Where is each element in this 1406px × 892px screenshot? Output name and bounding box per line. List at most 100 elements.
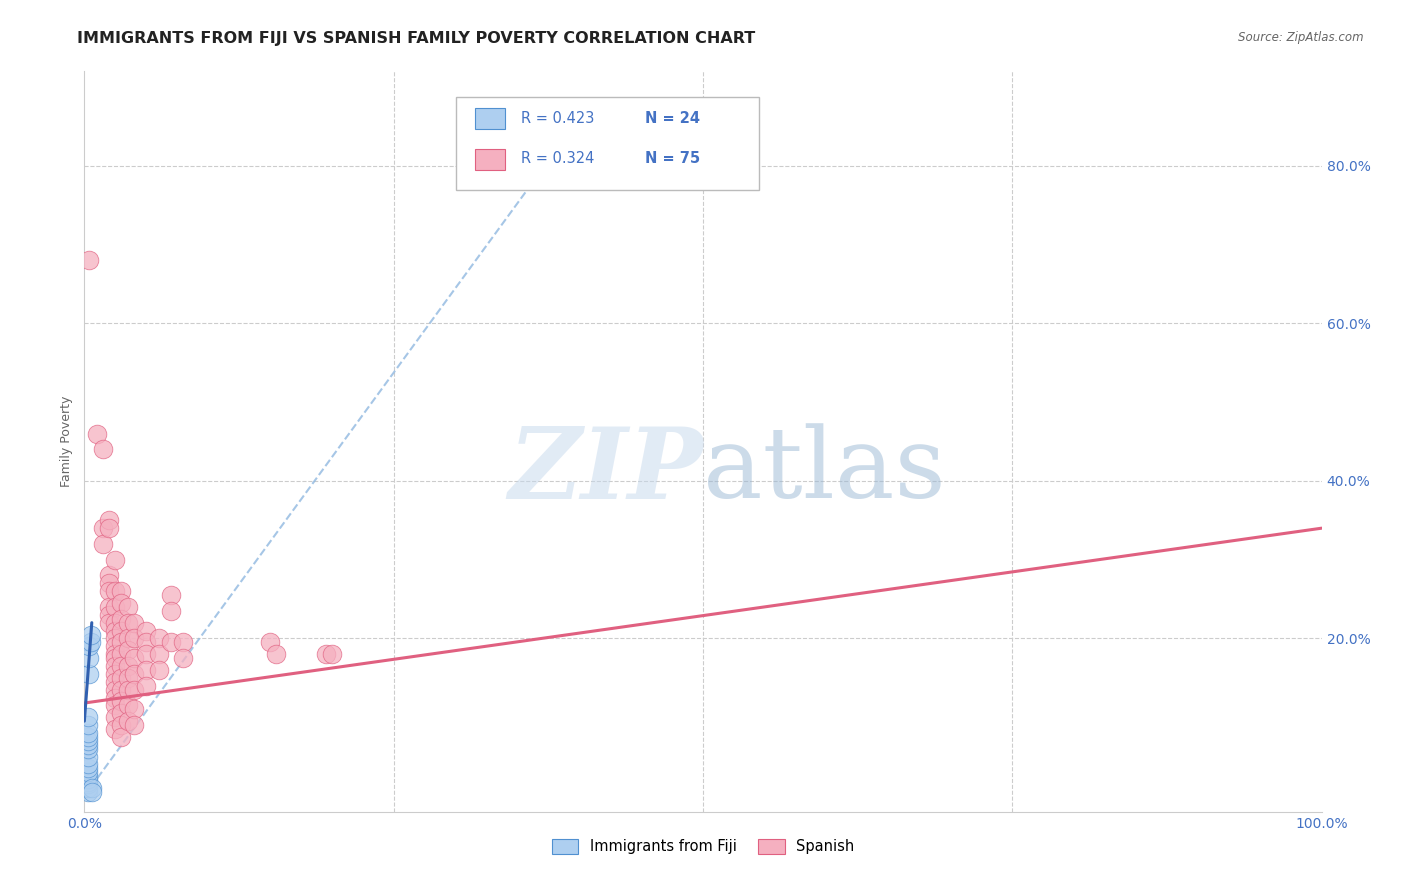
Point bbox=[110, 612, 132, 626]
Point bbox=[117, 659, 139, 673]
Point bbox=[77, 774, 100, 789]
Point bbox=[122, 651, 145, 665]
Point bbox=[77, 761, 100, 775]
Point bbox=[77, 718, 100, 732]
Point bbox=[104, 690, 127, 705]
Point bbox=[98, 584, 121, 599]
Point bbox=[172, 635, 194, 649]
Point bbox=[104, 552, 127, 566]
Point bbox=[122, 615, 145, 630]
Point bbox=[104, 674, 127, 689]
FancyBboxPatch shape bbox=[475, 109, 505, 129]
Point bbox=[98, 568, 121, 582]
Point bbox=[77, 757, 100, 772]
Point bbox=[86, 426, 108, 441]
Point bbox=[122, 682, 145, 697]
Point bbox=[104, 584, 127, 599]
Point bbox=[110, 624, 132, 638]
Point bbox=[79, 666, 101, 681]
Point bbox=[77, 769, 100, 783]
Point bbox=[122, 632, 145, 646]
Point bbox=[79, 253, 101, 268]
Text: N = 24: N = 24 bbox=[645, 111, 700, 126]
Point bbox=[122, 666, 145, 681]
Point bbox=[79, 651, 101, 665]
Point bbox=[77, 781, 100, 796]
Text: ZIP: ZIP bbox=[508, 423, 703, 519]
Point bbox=[110, 682, 132, 697]
Point bbox=[135, 647, 157, 661]
Point bbox=[77, 710, 100, 724]
Point bbox=[91, 442, 114, 457]
Point bbox=[104, 722, 127, 736]
Point bbox=[135, 624, 157, 638]
Point bbox=[91, 537, 114, 551]
Point bbox=[148, 632, 170, 646]
Point bbox=[110, 584, 132, 599]
Point bbox=[117, 615, 139, 630]
Point bbox=[77, 738, 100, 752]
Point bbox=[104, 698, 127, 713]
Point bbox=[98, 615, 121, 630]
FancyBboxPatch shape bbox=[456, 97, 759, 190]
Point bbox=[315, 647, 337, 661]
Point bbox=[160, 588, 183, 602]
Point bbox=[104, 640, 127, 654]
Point bbox=[77, 734, 100, 748]
Point bbox=[104, 710, 127, 724]
Point bbox=[104, 647, 127, 661]
Point bbox=[77, 741, 100, 756]
Point bbox=[104, 651, 127, 665]
Point bbox=[104, 624, 127, 638]
Point bbox=[98, 521, 121, 535]
Point bbox=[122, 702, 145, 716]
Point bbox=[77, 730, 100, 744]
Point bbox=[117, 682, 139, 697]
Point bbox=[135, 635, 157, 649]
Point bbox=[91, 521, 114, 535]
Y-axis label: Family Poverty: Family Poverty bbox=[60, 396, 73, 487]
Point bbox=[122, 718, 145, 732]
Point bbox=[77, 785, 100, 799]
Point bbox=[110, 596, 132, 610]
Point bbox=[80, 785, 103, 799]
Point bbox=[80, 781, 103, 796]
Point bbox=[117, 632, 139, 646]
Point bbox=[79, 640, 101, 654]
Point bbox=[98, 607, 121, 622]
Point bbox=[104, 599, 127, 614]
Point bbox=[148, 647, 170, 661]
Point bbox=[110, 659, 132, 673]
Point bbox=[98, 576, 121, 591]
Legend: Immigrants from Fiji, Spanish: Immigrants from Fiji, Spanish bbox=[546, 833, 860, 860]
Point bbox=[79, 635, 101, 649]
Point bbox=[77, 765, 100, 780]
Point bbox=[117, 671, 139, 685]
Point bbox=[104, 632, 127, 646]
Text: R = 0.324: R = 0.324 bbox=[522, 152, 595, 166]
Point bbox=[104, 666, 127, 681]
Text: IMMIGRANTS FROM FIJI VS SPANISH FAMILY POVERTY CORRELATION CHART: IMMIGRANTS FROM FIJI VS SPANISH FAMILY P… bbox=[77, 31, 755, 46]
Point bbox=[77, 749, 100, 764]
Point bbox=[135, 663, 157, 677]
Point bbox=[77, 772, 100, 786]
Point bbox=[110, 671, 132, 685]
Point bbox=[77, 777, 100, 791]
Text: Source: ZipAtlas.com: Source: ZipAtlas.com bbox=[1239, 31, 1364, 45]
Point bbox=[117, 698, 139, 713]
Point bbox=[110, 635, 132, 649]
Point bbox=[117, 714, 139, 728]
Point bbox=[104, 615, 127, 630]
Point bbox=[172, 651, 194, 665]
Point bbox=[110, 730, 132, 744]
Point bbox=[160, 604, 183, 618]
Point bbox=[98, 513, 121, 527]
Point bbox=[259, 635, 281, 649]
Text: atlas: atlas bbox=[703, 424, 946, 519]
Point bbox=[135, 679, 157, 693]
Point bbox=[77, 726, 100, 740]
Point bbox=[110, 647, 132, 661]
Point bbox=[160, 635, 183, 649]
Point bbox=[104, 659, 127, 673]
Text: N = 75: N = 75 bbox=[645, 152, 700, 166]
